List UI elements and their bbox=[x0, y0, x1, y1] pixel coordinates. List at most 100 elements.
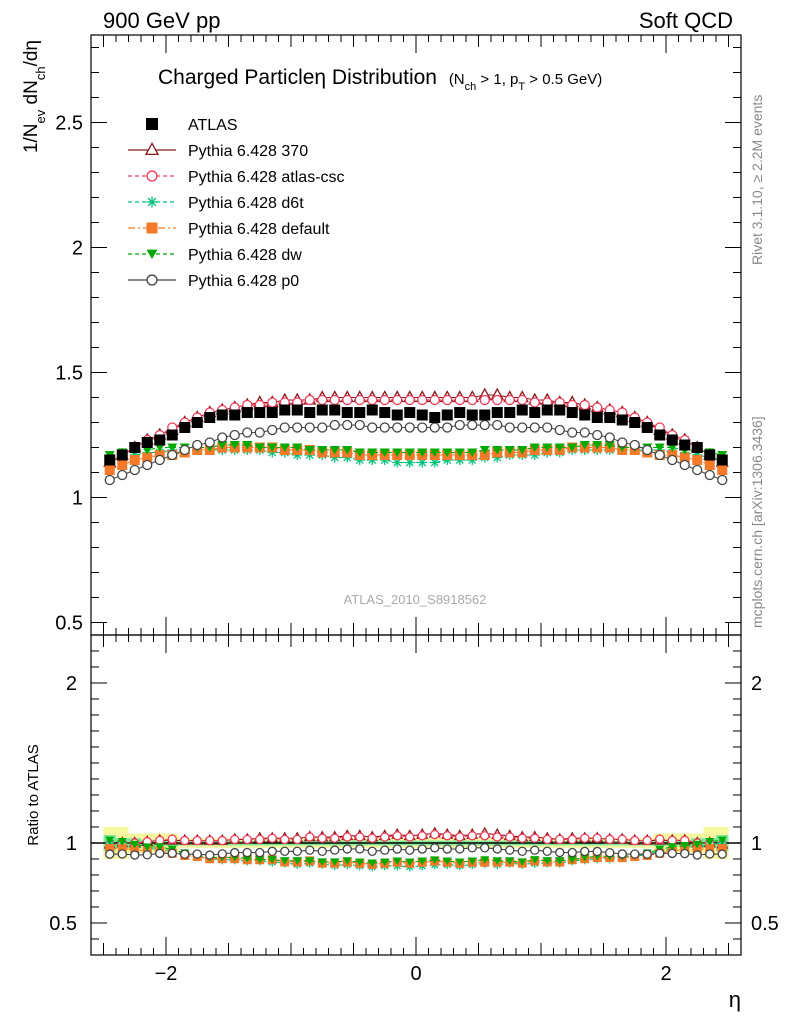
data-point bbox=[616, 414, 628, 426]
data-point bbox=[279, 443, 290, 452]
ratio-point bbox=[705, 843, 715, 853]
data-point bbox=[529, 407, 541, 418]
ylabel-text: 1/N bbox=[21, 123, 42, 153]
x-axis-label: η bbox=[729, 987, 741, 1012]
ratio-point bbox=[192, 849, 202, 859]
data-point bbox=[329, 419, 340, 431]
data-point bbox=[241, 407, 253, 418]
data-point bbox=[516, 404, 528, 416]
y-tick-label: 1 bbox=[72, 488, 83, 510]
data-point bbox=[342, 419, 353, 431]
ratio-point bbox=[130, 850, 140, 860]
x-tick-label: 0 bbox=[410, 963, 421, 985]
subtitle-text: > 0.5 GeV) bbox=[525, 71, 602, 88]
data-point bbox=[104, 474, 115, 486]
data-point bbox=[404, 394, 415, 406]
data-point bbox=[416, 409, 428, 421]
main-chart-title-text: Charged Particleη Distribution bbox=[158, 66, 437, 89]
ylabel-text: /dη bbox=[21, 40, 42, 66]
ratio-y-tick-label: 0.5 bbox=[49, 913, 77, 935]
asterisk-stroke bbox=[418, 458, 427, 467]
data-point bbox=[717, 465, 728, 475]
data-point bbox=[604, 432, 615, 443]
data-point bbox=[579, 441, 590, 450]
data-point bbox=[342, 394, 353, 406]
y-tick-label: 1.5 bbox=[55, 363, 83, 385]
data-point bbox=[117, 460, 128, 470]
data-point bbox=[167, 449, 178, 461]
data-point bbox=[542, 443, 553, 452]
ratio-point bbox=[192, 835, 202, 846]
ratio-point bbox=[305, 845, 315, 855]
ratio-point bbox=[630, 835, 640, 846]
data-point bbox=[129, 464, 140, 476]
ratio-point bbox=[530, 845, 540, 855]
data-point bbox=[104, 465, 115, 475]
data-point bbox=[192, 439, 203, 451]
data-point bbox=[492, 446, 503, 455]
ratio-point bbox=[592, 846, 602, 857]
ratio-point bbox=[530, 856, 540, 864]
data-point bbox=[554, 404, 566, 416]
data-point bbox=[704, 449, 716, 461]
data-point bbox=[154, 454, 165, 466]
data-point bbox=[592, 441, 603, 450]
data-point bbox=[654, 443, 665, 452]
ratio-point bbox=[142, 843, 152, 851]
ratio-point bbox=[342, 844, 352, 854]
ratio-point bbox=[430, 843, 440, 853]
subtitle-text: > 1, p bbox=[476, 71, 518, 88]
data-point bbox=[141, 437, 153, 448]
asterisk-stroke bbox=[405, 458, 414, 467]
ratio-point bbox=[542, 846, 552, 856]
data-point bbox=[642, 444, 653, 456]
y-tick-label: 2.5 bbox=[55, 113, 83, 135]
data-point bbox=[317, 446, 328, 455]
ratio-y-tick-label: 2 bbox=[66, 673, 77, 695]
data-point bbox=[579, 409, 591, 421]
ratio-point bbox=[130, 845, 140, 855]
data-point bbox=[491, 407, 503, 418]
data-point bbox=[367, 394, 378, 406]
subtitle-subscript: T bbox=[518, 81, 525, 93]
data-point bbox=[667, 454, 678, 466]
ratio-point bbox=[342, 832, 352, 842]
data-point bbox=[366, 404, 378, 416]
data-point bbox=[304, 422, 315, 433]
data-point bbox=[467, 448, 478, 457]
ratio-point bbox=[567, 847, 577, 858]
data-point bbox=[229, 409, 241, 421]
data-point bbox=[479, 419, 490, 431]
ratio-point bbox=[517, 833, 527, 843]
ratio-point bbox=[405, 845, 415, 855]
data-point bbox=[542, 422, 553, 433]
series-pythia-6-428-p0 bbox=[104, 419, 728, 486]
x-tick-label: 2 bbox=[660, 963, 671, 985]
ratio-point bbox=[292, 857, 302, 865]
asterisk-stroke bbox=[430, 458, 439, 467]
ratio-series-pythia-6-428-p0 bbox=[105, 843, 727, 860]
ratio-point bbox=[217, 849, 227, 859]
data-point bbox=[329, 404, 341, 416]
ratio-point bbox=[367, 846, 377, 856]
data-point bbox=[279, 422, 290, 433]
data-point bbox=[517, 394, 528, 406]
data-point bbox=[454, 419, 465, 431]
ratio-point bbox=[717, 836, 727, 845]
ratio-point bbox=[130, 840, 140, 849]
ratio-point bbox=[542, 834, 552, 845]
ratio-point bbox=[605, 834, 615, 845]
data-point bbox=[379, 422, 390, 433]
data-point bbox=[504, 446, 515, 455]
data-point bbox=[579, 427, 590, 438]
data-point bbox=[492, 394, 503, 406]
data-point bbox=[517, 422, 528, 433]
data-point bbox=[666, 434, 678, 446]
data-point bbox=[492, 419, 503, 431]
legend-marker bbox=[146, 222, 158, 234]
ratio-point bbox=[692, 845, 702, 855]
ratio-point bbox=[105, 844, 115, 854]
ratio-point bbox=[467, 831, 477, 841]
data-point bbox=[242, 441, 253, 450]
ylabel-text: dN bbox=[21, 80, 42, 110]
